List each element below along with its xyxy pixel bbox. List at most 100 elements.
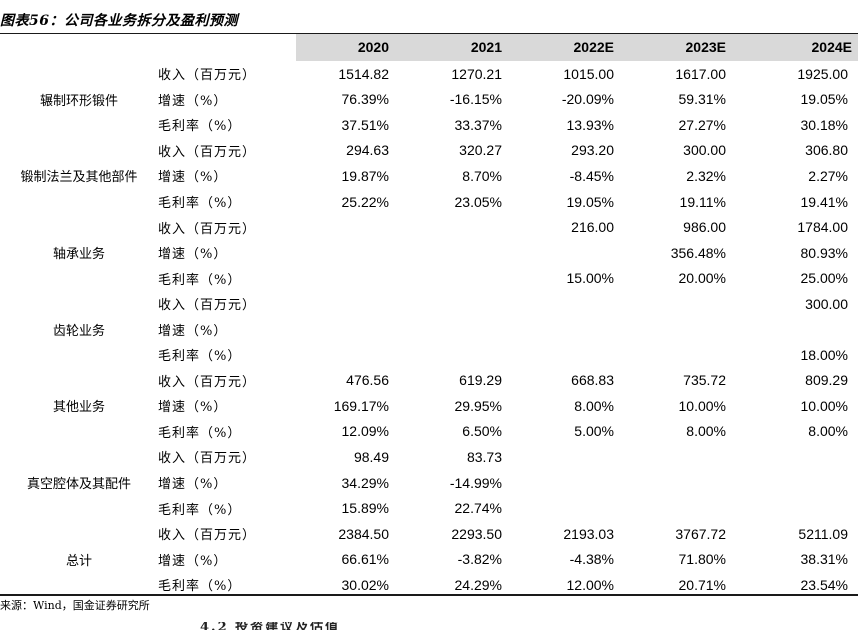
- value-cell: 37.51%: [341, 116, 389, 133]
- value-cell: 300.00: [805, 295, 848, 312]
- table-row: 其他业务 收入（百万元） 476.56 619.29 668.83 735.72 809.2…: [0, 368, 858, 415]
- value-cell: 8.00%: [686, 423, 726, 440]
- value-cell: -8.45%: [569, 167, 614, 184]
- metric-label: 收入（百万元）: [158, 528, 257, 544]
- table-row: 增速（%） 169.17% 29.95% 8.00% 10.00% 10.00%: [0, 393, 858, 419]
- table-row: 总计 收入（百万元） 2384.50 2293.50 2193.03 3767.72 521…: [0, 521, 858, 569]
- value-cell: 20.71%: [678, 576, 726, 593]
- value-cell: 619.29: [459, 372, 502, 389]
- value-cell: 13.93%: [566, 116, 614, 133]
- table-row: 真空腔体及其配件 收入（百万元） 98.49 83.73: [0, 444, 858, 492]
- metric-label: 毛利率（%）: [158, 579, 242, 595]
- metric-label: 毛利率（%）: [158, 196, 242, 211]
- table-row: 毛利率（%） 12.09% 6.50% 5.00% 8.00% 8.00%: [0, 419, 858, 445]
- value-cell: 300.00: [683, 142, 726, 159]
- value-cell: 76.39%: [341, 91, 389, 108]
- metric-label: 增速（%）: [158, 323, 228, 339]
- value-cell: 34.29%: [341, 474, 389, 491]
- metric-label: 毛利率（%）: [158, 119, 242, 135]
- value-cell: 5.00%: [574, 423, 614, 440]
- value-cell: [513, 342, 625, 368]
- value-cell: 20.00%: [678, 270, 726, 287]
- table-row: 增速（%） 356.48% 80.93%: [0, 240, 858, 266]
- value-cell: 71.80%: [678, 551, 726, 568]
- value-cell: 15.89%: [341, 500, 389, 517]
- value-cell: 2.27%: [808, 167, 848, 184]
- value-cell: 25.00%: [800, 270, 848, 287]
- value-cell: 1015.00: [563, 65, 614, 82]
- segment-name: 辗制环形锻件: [39, 93, 118, 109]
- metric-label: 收入（百万元）: [158, 374, 257, 390]
- table-row: 毛利率（%） 15.00% 20.00% 25.00%: [0, 265, 858, 291]
- value-cell: 25.22%: [341, 193, 389, 210]
- value-cell: 8.70%: [462, 167, 502, 184]
- value-cell: 1270.21: [451, 65, 502, 82]
- table-row: 增速（%）: [0, 316, 858, 342]
- metric-label: 增速（%）: [158, 400, 228, 416]
- value-cell: [296, 214, 400, 240]
- value-cell: 356.48%: [670, 244, 726, 261]
- value-cell: 30.18%: [800, 116, 848, 133]
- value-cell: [625, 316, 737, 342]
- column-header: 2023E: [685, 39, 726, 55]
- value-cell: 2293.50: [451, 525, 502, 542]
- metric-label: 毛利率（%）: [158, 502, 242, 518]
- metric-label: 收入（百万元）: [158, 144, 257, 160]
- table-row: 锻制法兰及其他部件 收入（百万元） 294.63 320.27 293.20 300.00…: [0, 138, 858, 185]
- value-cell: [296, 265, 400, 291]
- value-cell: 1617.00: [675, 65, 726, 82]
- table-row: 增速（%） 19.87% 8.70% -8.45% 2.32% 2.27%: [0, 163, 858, 189]
- value-cell: [400, 316, 513, 342]
- table-row: 增速（%） 76.39% -16.15% -20.09% 59.31% 19.05%: [0, 87, 858, 113]
- value-cell: [737, 495, 858, 521]
- column-header: 2021: [470, 39, 502, 55]
- value-cell: [625, 495, 737, 521]
- source-note: 来源：Wind，国金证券研究所: [0, 599, 150, 612]
- value-cell: [296, 342, 400, 368]
- table-row: 毛利率（%） 25.22% 23.05% 19.05% 19.11% 19.41%: [0, 189, 858, 215]
- value-cell: 18.00%: [800, 346, 848, 363]
- value-cell: 27.27%: [678, 116, 726, 133]
- value-cell: [400, 214, 513, 240]
- value-cell: -20.09%: [561, 91, 614, 108]
- metric-label: 收入（百万元）: [158, 451, 257, 467]
- value-cell: 476.56: [346, 372, 389, 389]
- metric-label: 收入（百万元）: [158, 68, 257, 84]
- value-cell: 294.63: [346, 142, 389, 159]
- value-cell: 19.87%: [341, 167, 389, 184]
- value-cell: 30.02%: [341, 576, 389, 593]
- table-row: 增速（%） 34.29% -14.99%: [0, 470, 858, 496]
- table-row: 毛利率（%） 30.02% 24.29% 12.00% 20.71% 23.54%: [0, 572, 858, 598]
- metric-label: 收入（百万元）: [158, 221, 257, 237]
- value-cell: [737, 316, 858, 342]
- value-cell: 735.72: [683, 372, 726, 389]
- value-cell: 1784.00: [797, 219, 848, 236]
- value-cell: 8.00%: [808, 423, 848, 440]
- value-cell: 1514.82: [338, 65, 389, 82]
- value-cell: 19.41%: [800, 193, 848, 210]
- value-cell: 22.74%: [454, 500, 502, 517]
- table-title: 图表56：公司各业务拆分及盈利预测: [0, 13, 238, 29]
- value-cell: [513, 470, 625, 496]
- value-cell: 33.37%: [454, 116, 502, 133]
- metric-label: 增速（%）: [158, 247, 228, 263]
- value-cell: 5211.09: [798, 525, 848, 542]
- value-cell: 80.93%: [800, 244, 848, 261]
- value-cell: 23.54%: [800, 576, 848, 593]
- value-cell: 10.00%: [800, 397, 848, 414]
- value-cell: 12.09%: [341, 423, 389, 440]
- value-cell: 10.00%: [678, 397, 726, 414]
- forecast-table: 辗制环形锻件 收入（百万元） 1514.82 1270.21 1015.00 1617.0…: [0, 61, 858, 597]
- value-cell: 809.29: [805, 372, 848, 389]
- value-cell: 2384.50: [338, 525, 389, 542]
- value-cell: 12.00%: [566, 576, 614, 593]
- metric-label: 增速（%）: [158, 170, 228, 186]
- column-header: 2020: [357, 39, 389, 55]
- value-cell: -3.82%: [457, 551, 502, 568]
- value-cell: 1925.00: [797, 65, 848, 82]
- metric-label: 毛利率（%）: [158, 349, 242, 365]
- next-heading-cropped: 4.2 投资建议及估值: [200, 622, 341, 630]
- metric-label: 增速（%）: [158, 553, 228, 569]
- value-cell: [400, 265, 513, 291]
- value-cell: [400, 240, 513, 266]
